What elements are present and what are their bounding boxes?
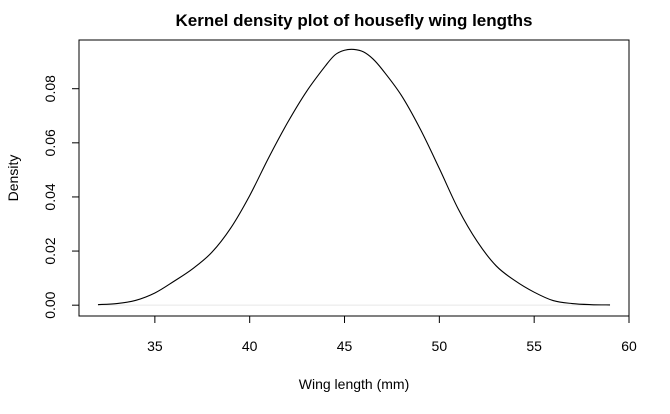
- x-tick-label: 60: [621, 338, 637, 354]
- y-tick-label: 0.04: [42, 183, 58, 210]
- density-curve: [97, 48, 611, 306]
- chart-title: Kernel density plot of housefly wing len…: [175, 11, 532, 30]
- axes-layer: 35 40 45 50 55 60 0.00 0.02 0.04 0.06 0.08: [42, 39, 637, 354]
- y-tick-label: 0.06: [42, 129, 58, 156]
- x-tick-label: 35: [147, 338, 163, 354]
- y-tick-label: 0.00: [42, 291, 58, 318]
- x-tick-label: 45: [337, 338, 353, 354]
- plot-frame: [78, 39, 630, 317]
- x-axis-label: Wing length (mm): [299, 376, 409, 392]
- y-tick-label: 0.08: [42, 75, 58, 102]
- y-tick-label: 0.02: [42, 237, 58, 264]
- x-tick-label: 40: [242, 338, 258, 354]
- series-layer: [97, 48, 611, 306]
- y-axis-label: Density: [5, 155, 21, 202]
- x-tick-label: 55: [526, 338, 542, 354]
- x-tick-label: 50: [432, 338, 448, 354]
